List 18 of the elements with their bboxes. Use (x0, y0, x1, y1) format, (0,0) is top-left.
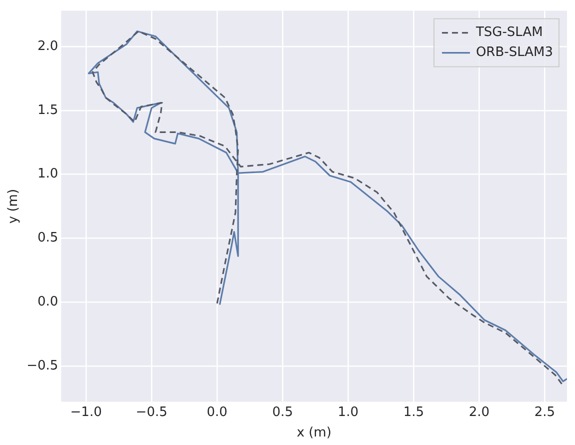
x-tick-label: 0.0 (206, 404, 228, 420)
x-tick-label: −0.5 (136, 404, 168, 420)
x-tick-label: 0.5 (272, 404, 293, 420)
y-tick-label: 1.5 (37, 102, 58, 118)
y-tick-label: 2.0 (37, 38, 58, 54)
legend-label: TSG-SLAM (474, 25, 543, 40)
y-tick-label: −0.5 (26, 358, 58, 374)
x-tick-label: 1.5 (403, 404, 424, 420)
x-tick-label: −1.0 (70, 404, 102, 420)
y-tick-label: 1.0 (37, 166, 58, 182)
legend-label: ORB-SLAM3 (476, 45, 554, 60)
y-tick-label: 0.5 (37, 230, 58, 246)
x-tick-label: 1.0 (338, 404, 358, 420)
y-axis-title: y (m) (6, 188, 22, 224)
y-tick-label: 0.0 (37, 294, 58, 310)
x-tick-label: 2.0 (468, 404, 490, 420)
x-axis-title: x (m) (296, 426, 332, 441)
x-tick-label: 2.5 (534, 404, 556, 420)
